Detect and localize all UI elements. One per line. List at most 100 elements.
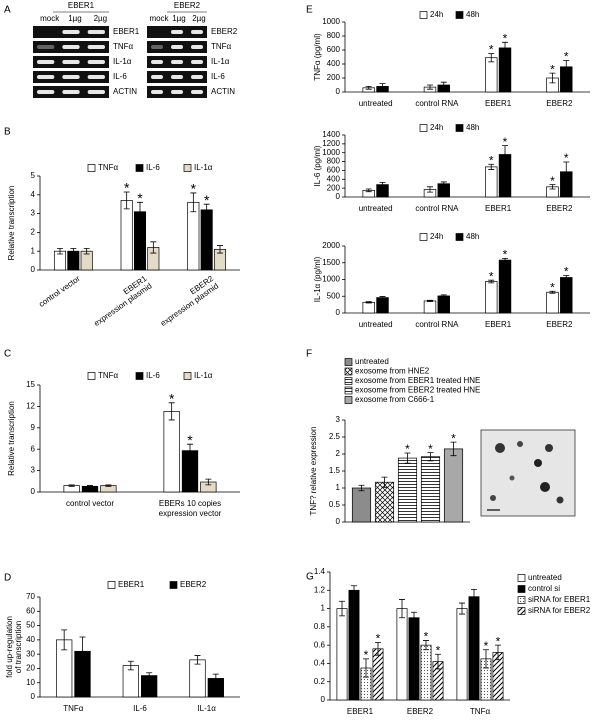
legend-label: siRNA for EBER2 bbox=[528, 606, 591, 615]
band-label: EBER1 bbox=[113, 27, 140, 36]
significance-mark: * bbox=[564, 151, 569, 165]
legend-label: exosome from HNE2 bbox=[355, 367, 430, 376]
y-tick-label: 12 bbox=[26, 402, 35, 411]
error-bar bbox=[440, 294, 447, 298]
y-tick-label: 0.6 bbox=[314, 640, 326, 649]
bar bbox=[396, 608, 408, 701]
legend-label: untreated bbox=[528, 573, 562, 582]
significance-mark: * bbox=[489, 153, 494, 167]
legend-swatch bbox=[344, 396, 353, 404]
error-bar bbox=[190, 192, 197, 213]
micrograph bbox=[480, 429, 576, 517]
panel-label: C bbox=[4, 349, 11, 360]
significance-mark: * bbox=[187, 432, 193, 448]
legend-swatch bbox=[344, 386, 353, 395]
error-bar bbox=[404, 452, 411, 464]
y-axis-label: IL-1α (pg/ml) bbox=[313, 256, 322, 302]
bar bbox=[336, 608, 348, 701]
error-bar bbox=[365, 86, 372, 90]
significance-mark: * bbox=[564, 265, 569, 279]
lane-label: mock bbox=[40, 14, 60, 23]
error-bar bbox=[488, 53, 495, 63]
gel-band bbox=[62, 90, 80, 94]
error-bar bbox=[79, 636, 86, 666]
band-label: IL-1α bbox=[113, 57, 132, 66]
bar bbox=[468, 596, 480, 701]
error-bar bbox=[150, 241, 157, 254]
bar bbox=[498, 259, 512, 314]
legend-label: EBER1 bbox=[118, 580, 145, 589]
y-tick-label: 5 bbox=[31, 171, 36, 180]
bar bbox=[485, 281, 498, 314]
y-tick-label: 1 bbox=[321, 604, 326, 613]
x-tick-label: control RNA bbox=[415, 204, 459, 213]
y-axis-label: Relative transcription bbox=[7, 186, 16, 261]
y-tick-label: 2.5 bbox=[329, 432, 341, 441]
error-bar bbox=[411, 611, 417, 624]
error-bar bbox=[471, 588, 477, 605]
lane-label: 1µg bbox=[172, 14, 186, 23]
y-tick-label: 0.2 bbox=[314, 677, 326, 686]
x-tick-label: EBER1 bbox=[485, 99, 512, 108]
legend-swatch bbox=[455, 124, 464, 132]
legend-swatch bbox=[344, 377, 353, 385]
band-label: EBER2 bbox=[211, 27, 238, 36]
x-tick-label: control RNA bbox=[415, 320, 459, 329]
y-tick-label: 1200 bbox=[322, 139, 340, 148]
x-tick-label: EBER2 bbox=[546, 99, 573, 108]
y-tick-label: 40 bbox=[26, 635, 35, 644]
legend-swatch bbox=[517, 596, 526, 604]
bar bbox=[397, 457, 418, 523]
y-tick-label: 0 bbox=[336, 308, 341, 317]
error-bar bbox=[549, 184, 556, 190]
legend-label: TNFα bbox=[98, 163, 119, 172]
error-bar bbox=[426, 186, 433, 193]
legend-swatch bbox=[183, 164, 192, 172]
y-tick-label: 3 bbox=[336, 415, 341, 424]
band-label: IL-1α bbox=[211, 57, 230, 66]
y-tick-label: 0 bbox=[31, 692, 36, 701]
x-tick-label: expression vector bbox=[159, 509, 222, 518]
error-bar bbox=[399, 599, 405, 619]
gel-title: EBER1 bbox=[68, 1, 95, 10]
significance-mark: * bbox=[428, 442, 433, 456]
y-tick-label: 0.4 bbox=[314, 659, 326, 668]
y-tick-label: 400 bbox=[327, 59, 341, 68]
gel-band bbox=[191, 75, 203, 79]
bar bbox=[420, 644, 432, 701]
gel-band bbox=[37, 75, 55, 79]
gel-band bbox=[62, 75, 80, 79]
panel-label: B bbox=[4, 127, 11, 138]
bar bbox=[189, 659, 206, 698]
y-tick-label: 1400 bbox=[322, 130, 340, 139]
error-bar bbox=[57, 247, 63, 255]
error-bar bbox=[483, 649, 489, 669]
bar bbox=[362, 301, 375, 314]
gel-band bbox=[171, 75, 183, 79]
legend-swatch bbox=[455, 233, 464, 241]
band-label: TNFα bbox=[113, 42, 134, 51]
significance-mark: * bbox=[169, 391, 175, 407]
y-tick-label: 50 bbox=[26, 621, 35, 630]
y-tick-label: 0 bbox=[31, 265, 36, 274]
error-bar bbox=[365, 301, 372, 304]
error-bar bbox=[212, 673, 219, 684]
gel-band bbox=[37, 45, 55, 49]
x-tick-label: EBER1 bbox=[485, 320, 512, 329]
y-tick-label: 400 bbox=[327, 174, 341, 183]
bar bbox=[420, 456, 441, 523]
bar bbox=[408, 617, 420, 701]
y-tick-label: 10 bbox=[26, 678, 35, 687]
gel-band bbox=[151, 90, 163, 94]
band-label: TNFα bbox=[211, 42, 232, 51]
legend-swatch bbox=[344, 358, 353, 366]
y-tick-label: 70 bbox=[26, 592, 35, 601]
y-tick-label: 60 bbox=[26, 606, 35, 615]
legend-swatch bbox=[419, 124, 428, 132]
error-bar bbox=[187, 443, 193, 458]
significance-mark: * bbox=[191, 181, 197, 197]
error-bar bbox=[87, 485, 93, 488]
legend-label: 24h bbox=[430, 10, 443, 19]
legend-swatch bbox=[517, 607, 526, 615]
error-bar bbox=[339, 600, 345, 617]
